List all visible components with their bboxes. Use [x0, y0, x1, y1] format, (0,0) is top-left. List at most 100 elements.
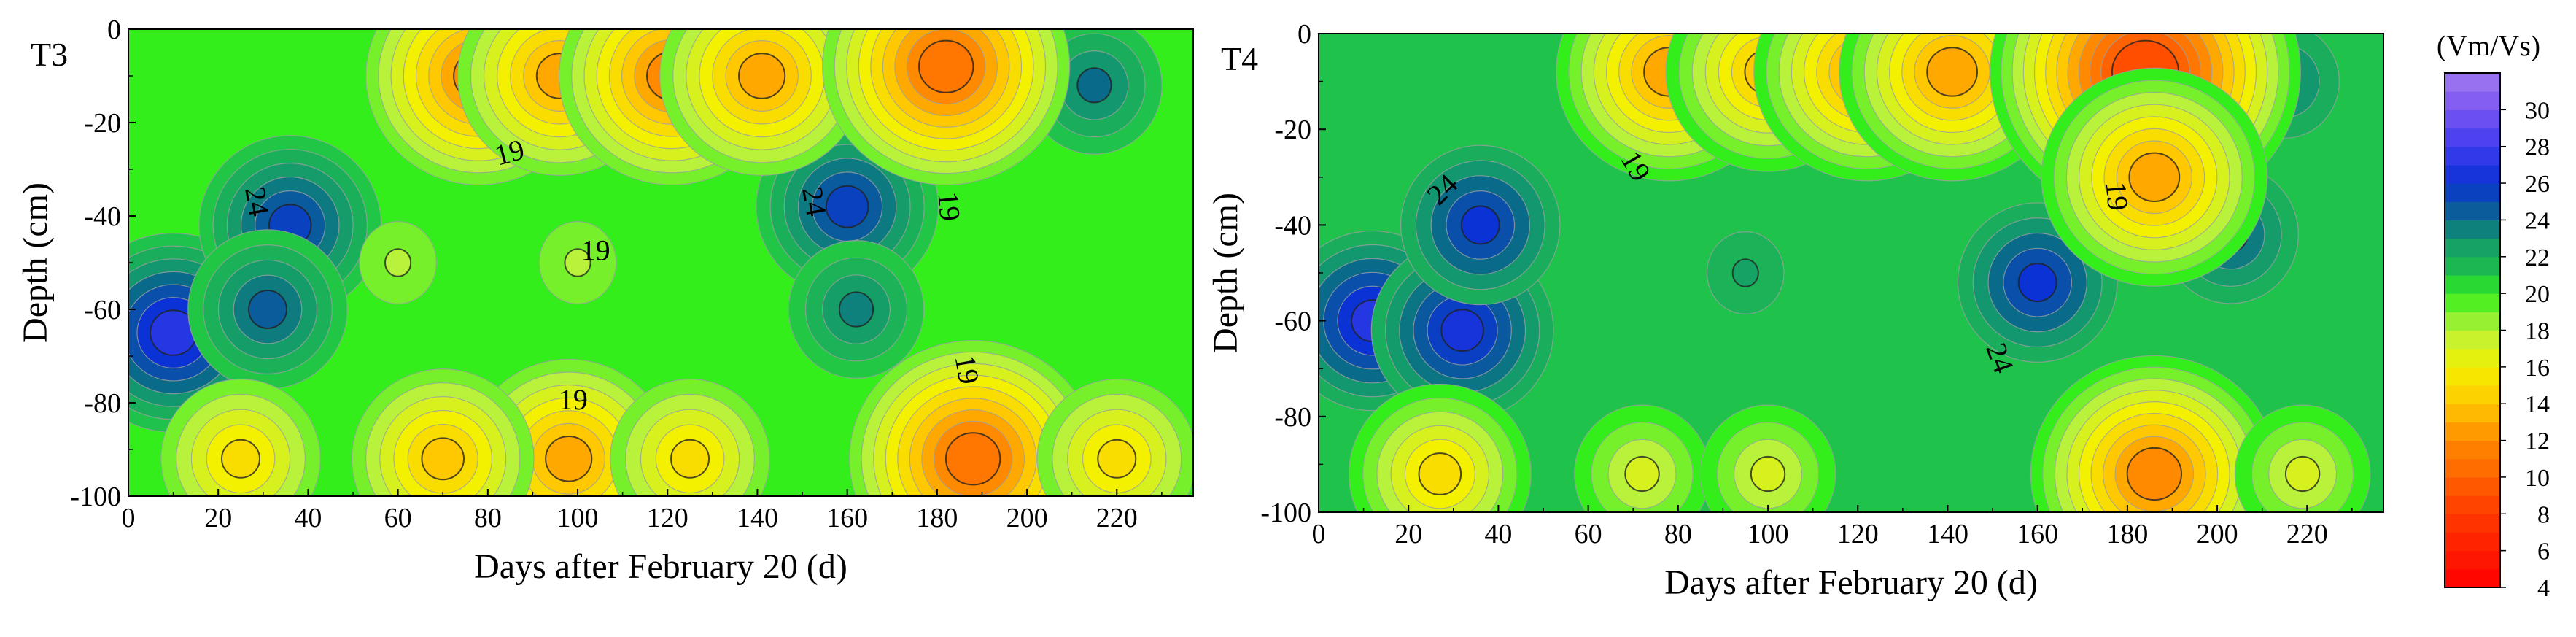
- heatmap-features: [1319, 34, 2371, 512]
- y-tick-label: -80: [1274, 402, 1311, 433]
- colorbar-segment: [2445, 458, 2500, 478]
- colorbar-segment: [2445, 73, 2500, 92]
- x-tick-label: 180: [2106, 519, 2148, 549]
- heatmap-features: [128, 29, 1193, 496]
- x-tick-label: 40: [294, 503, 322, 533]
- heatmap-cell: [944, 432, 1001, 486]
- colorbar-segment: [2445, 183, 2500, 202]
- contour-label: 24: [796, 184, 833, 218]
- heatmap-cell: [421, 437, 465, 481]
- heatmap-cell: [1731, 258, 1759, 287]
- y-axis-title: Depth (cm): [16, 182, 55, 343]
- colorbar-segment: [2445, 568, 2500, 588]
- colorbar-segment: [2445, 514, 2500, 533]
- colorbar-label: 4: [2537, 575, 2550, 602]
- heatmap-cell: [564, 248, 591, 277]
- heatmap-cell: [1750, 455, 1786, 493]
- x-tick-label: 140: [737, 503, 778, 533]
- contour-label: 19: [931, 190, 966, 223]
- colorbar: 30 28 26 24 22 20 18 16 14 12 10 8 6 4 (Vm/Vs): [2437, 29, 2550, 602]
- x-tick-label: 80: [474, 503, 502, 533]
- x-tick-label: 180: [916, 503, 958, 533]
- colorbar-segment: [2445, 330, 2500, 350]
- x-tick-label: 120: [647, 503, 688, 533]
- colorbar-segment: [2445, 550, 2500, 570]
- colorbar-label: 26: [2525, 171, 2550, 198]
- colorbar-segment: [2445, 422, 2500, 441]
- x-tick-label: 0: [1312, 519, 1326, 549]
- heatmap-cell: [670, 439, 710, 479]
- heatmap-cell: [838, 291, 874, 328]
- heatmap-cell: [2017, 263, 2057, 303]
- y-tick-label: -40: [84, 201, 121, 232]
- x-tick-label: 200: [1006, 503, 1048, 533]
- x-tick-label: 20: [1394, 519, 1422, 549]
- colorbar-segment: [2445, 440, 2500, 460]
- heatmap-cell: [1460, 205, 1500, 245]
- x-tick-label: 0: [122, 503, 136, 533]
- colorbar-segment: [2445, 256, 2500, 276]
- heatmap-cell: [221, 439, 261, 479]
- colorbar-segment: [2445, 128, 2500, 147]
- heatmap-cell: [1418, 452, 1462, 495]
- heatmap-cell: [384, 248, 412, 277]
- colorbar-segment: [2445, 201, 2500, 221]
- x-tick-label: 220: [2286, 519, 2328, 549]
- colorbar-segment: [2445, 385, 2500, 404]
- heatmap-cell: [1440, 309, 1484, 352]
- y-tick-label: -40: [1274, 210, 1311, 241]
- heatmap-cell: [545, 436, 593, 482]
- colorbar-segment: [2445, 532, 2500, 552]
- x-tick-label: 20: [204, 503, 232, 533]
- colorbar-segment: [2445, 366, 2500, 386]
- panel-label: T4: [1221, 40, 1258, 77]
- x-tick-label: 100: [557, 503, 599, 533]
- heatmap-cell: [738, 53, 786, 99]
- colorbar-segment: [2445, 220, 2500, 239]
- x-axis-title: Days after February 20 (d): [474, 547, 847, 586]
- colorbar-segment: [2445, 404, 2500, 422]
- x-tick-label: 40: [1484, 519, 1512, 549]
- x-tick-label: 120: [1837, 519, 1879, 549]
- colorbar-label: 22: [2525, 244, 2550, 271]
- colorbar-label: 28: [2525, 134, 2550, 161]
- colorbar-label: 14: [2525, 391, 2550, 418]
- colorbar-segment: [2445, 238, 2500, 258]
- colorbar-segment: [2445, 146, 2500, 166]
- contour-label: 19: [2100, 180, 2135, 212]
- y-tick-label: -80: [84, 388, 121, 419]
- heatmap-cell: [2284, 455, 2321, 493]
- y-axis-title: Depth (cm): [1206, 193, 1245, 353]
- x-tick-label: 140: [1927, 519, 1968, 549]
- colorbar-segment: [2445, 164, 2500, 184]
- heatmap-cell: [1076, 67, 1112, 104]
- heatmap-cell: [247, 290, 287, 329]
- y-tick-label: -100: [70, 482, 121, 512]
- x-tick-label: 80: [1664, 519, 1692, 549]
- colorbar-segment: [2445, 312, 2500, 331]
- heatmap-cell: [1926, 47, 1979, 97]
- colorbar-label: 30: [2525, 97, 2550, 124]
- x-tick-label: 160: [2017, 519, 2058, 549]
- contour-label: 19: [581, 233, 610, 266]
- heatmap-cell: [1624, 455, 1660, 493]
- y-tick-label: -60: [84, 295, 121, 325]
- colorbar-segment: [2445, 476, 2500, 496]
- x-tick-label: 100: [1747, 519, 1789, 549]
- colorbar-title: (Vm/Vs): [2437, 29, 2540, 62]
- x-tick-label: 200: [2197, 519, 2238, 549]
- colorbar-label: 6: [2537, 538, 2550, 565]
- y-tick-label: 0: [107, 15, 121, 45]
- colorbar-segment: [2445, 274, 2500, 294]
- colorbar-label: 8: [2537, 501, 2550, 528]
- colorbar-segment: [2445, 91, 2500, 110]
- y-tick-label: 0: [1297, 19, 1311, 50]
- x-tick-label: 60: [1575, 519, 1602, 549]
- colorbar-label: 10: [2525, 465, 2550, 492]
- x-tick-label: 160: [826, 503, 868, 533]
- x-tick-label: 60: [384, 503, 412, 533]
- colorbar-label: 20: [2525, 281, 2550, 308]
